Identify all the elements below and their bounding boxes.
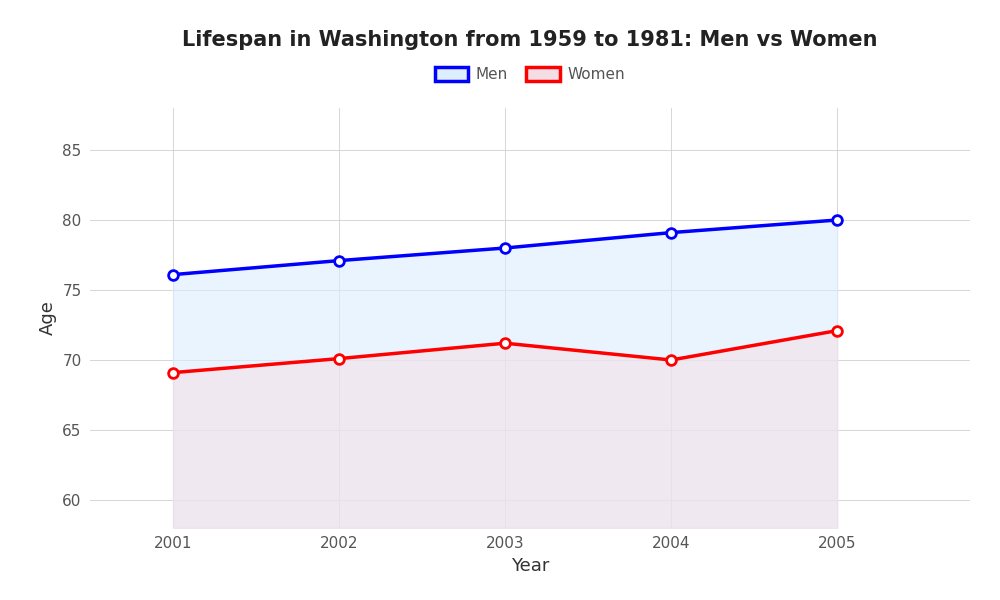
X-axis label: Year: Year <box>511 557 549 575</box>
Y-axis label: Age: Age <box>39 301 57 335</box>
Legend: Men, Women: Men, Women <box>429 61 631 88</box>
Title: Lifespan in Washington from 1959 to 1981: Men vs Women: Lifespan in Washington from 1959 to 1981… <box>182 29 878 49</box>
